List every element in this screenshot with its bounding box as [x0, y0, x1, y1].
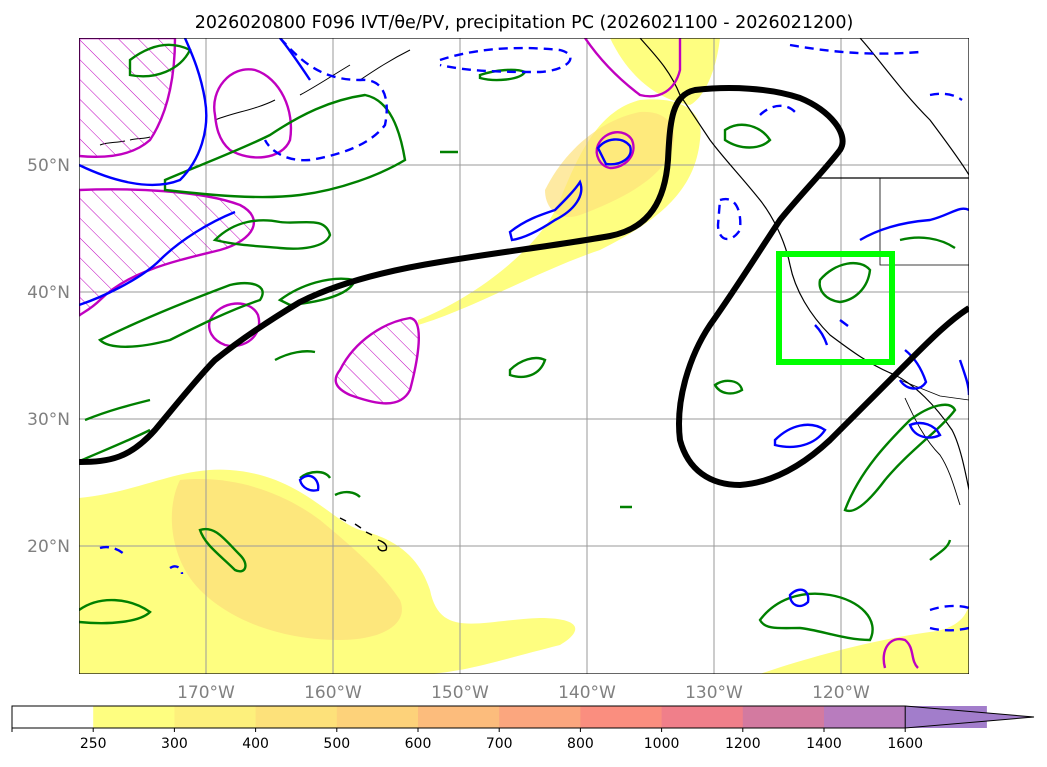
- lon-label: 170°W: [177, 683, 235, 703]
- colorbar-outline: [11, 705, 906, 729]
- colorbar-extend-arrow: [904, 705, 1035, 729]
- ivt-tropical-core: [171, 479, 402, 640]
- map-title: 2026020800 F096 IVT/θe/PV, precipitation…: [195, 13, 854, 33]
- lon-label: 160°W: [304, 683, 362, 703]
- lat-labels: 50°N 40°N 30°N 20°N: [27, 156, 70, 557]
- colorbar-segment: [742, 706, 825, 728]
- pv-contour-se: [882, 637, 919, 669]
- lat-label: 30°N: [27, 410, 70, 430]
- ivt-southeast: [760, 600, 969, 674]
- lat-label: 40°N: [27, 283, 70, 303]
- colorbar-tick-label: 1200: [725, 736, 761, 752]
- lon-label: 130°W: [685, 683, 743, 703]
- lon-label: 120°W: [812, 683, 870, 703]
- pv-hatched: [79, 38, 919, 669]
- colorbar: 250 300 400 500 600 700 800 1000 1200 1400 1600: [11, 705, 1035, 752]
- lon-label: 150°W: [431, 683, 489, 703]
- colorbar-segment: [661, 706, 744, 728]
- colorbar-tick-label: 600: [405, 736, 432, 752]
- colorbar-segment: [12, 706, 94, 728]
- lat-label: 20°N: [27, 537, 70, 557]
- colorbar-tick-label: 300: [161, 736, 188, 752]
- region-box: [776, 251, 895, 365]
- pv-region-nw: [79, 38, 177, 159]
- pv-contour-ring: [213, 68, 293, 159]
- pv-contour-north: [595, 131, 635, 170]
- lon-label: 140°W: [558, 683, 616, 703]
- pv-region-central: [334, 316, 420, 405]
- precip-pc-contour: [79, 85, 969, 489]
- colorbar-segment: [580, 706, 663, 728]
- pv-contour-small: [208, 302, 261, 348]
- pv-blue-dashed: [99, 38, 969, 632]
- colorbar-tick-label: 400: [242, 736, 269, 752]
- pv-contour-top: [584, 38, 682, 98]
- lat-label: 50°N: [27, 156, 70, 176]
- colorbar-tick-label: 250: [80, 736, 107, 752]
- colorbar-tick-label: 500: [323, 736, 350, 752]
- colorbar-segment: [336, 706, 419, 728]
- colorbar-tick-label: 800: [567, 736, 594, 752]
- colorbar-segment: [824, 706, 906, 728]
- map-panel: [79, 38, 969, 674]
- colorbar-segment: [418, 706, 500, 728]
- colorbar-segment: [255, 706, 338, 728]
- colorbar-segment: [93, 706, 175, 728]
- colorbar-tick-label: 700: [486, 736, 513, 752]
- colorbar-tick-label: 1400: [806, 736, 842, 752]
- lon-labels: 170°W 160°W 150°W 140°W 130°W 120°W: [177, 683, 870, 703]
- colorbar-tick-label: 1000: [644, 736, 680, 752]
- colorbar-tick-label: 1600: [887, 736, 923, 752]
- colorbar-segment: [174, 706, 257, 728]
- colorbar-segment: [499, 706, 581, 728]
